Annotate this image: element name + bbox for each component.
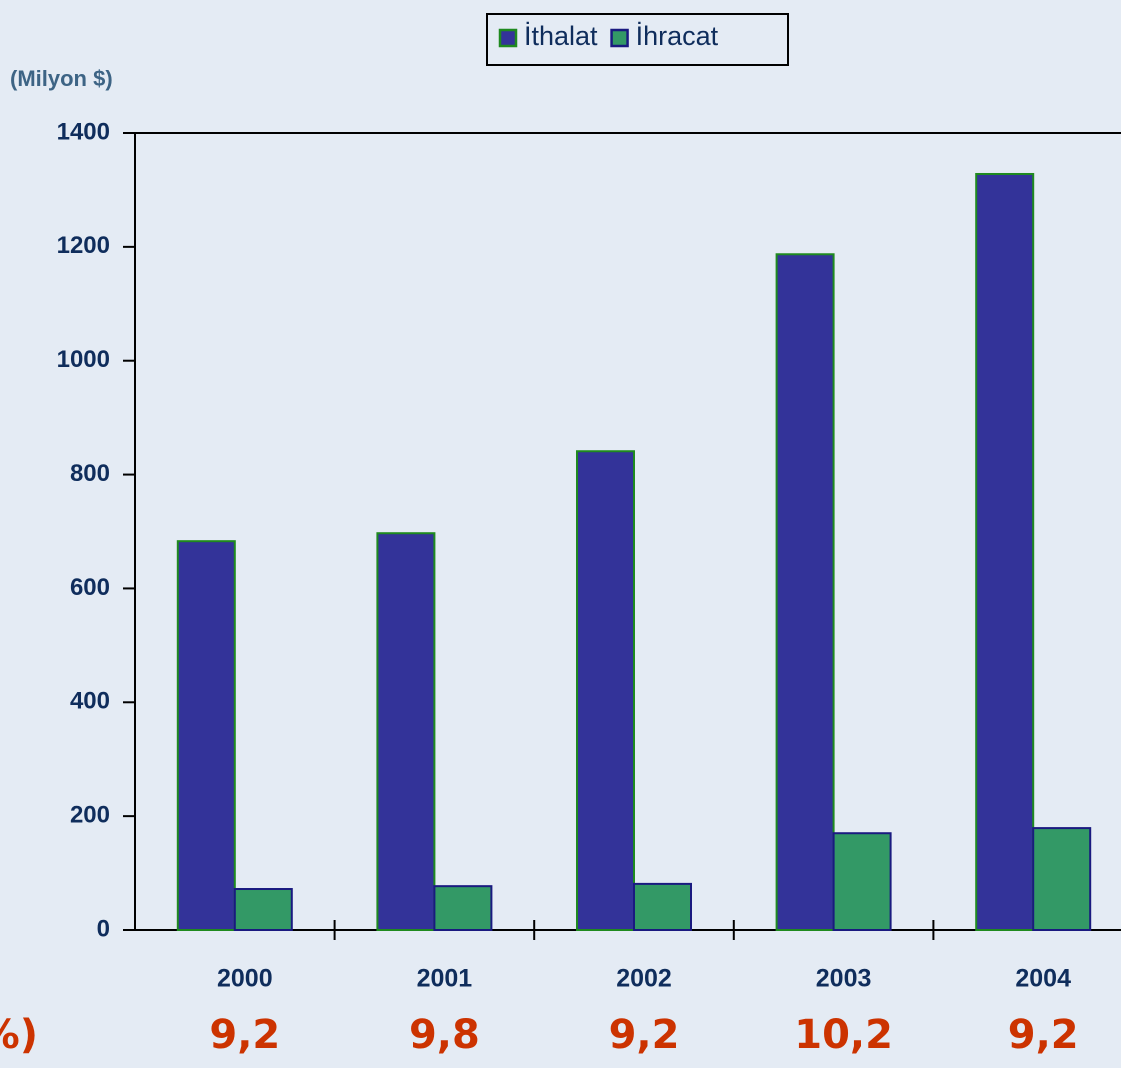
- annotation-label: (%): [0, 1012, 38, 1058]
- y-tick-label: 1200: [57, 232, 110, 259]
- annotation: 9,2: [609, 1012, 680, 1058]
- y-tick-label: 200: [70, 801, 110, 828]
- annotation: 9,2: [209, 1012, 280, 1058]
- y-tick-label: 800: [70, 460, 110, 487]
- bar: [775, 253, 835, 931]
- y-axis-label: (Milyon $): [10, 66, 113, 91]
- bar: [832, 832, 892, 932]
- legend-label: İhracat: [636, 20, 719, 51]
- bar: [576, 450, 635, 931]
- x-tick-label: 2001: [417, 965, 473, 993]
- legend-label: İthalat: [524, 20, 598, 51]
- annotation: 10,2: [794, 1012, 893, 1058]
- bar: [1032, 827, 1092, 931]
- y-tick-label: 600: [70, 574, 110, 601]
- legend-box: [486, 13, 789, 66]
- bar: [376, 532, 436, 932]
- legend-swatch: [610, 28, 629, 48]
- y-tick-label: 1000: [57, 346, 110, 373]
- x-tick-label: 2002: [616, 965, 672, 993]
- annotation: 9,8: [409, 1012, 480, 1058]
- x-tick-label: 2000: [217, 965, 273, 993]
- bar: [975, 172, 1035, 931]
- y-tick-label: 0: [97, 915, 110, 942]
- x-tick-label: 2003: [816, 965, 872, 993]
- y-tick-label: 1400: [57, 118, 110, 145]
- bar: [633, 882, 692, 932]
- legend-swatch: [498, 28, 518, 48]
- bar: [433, 885, 493, 931]
- bar: [176, 540, 236, 931]
- bar: [233, 888, 293, 931]
- y-tick-label: 400: [70, 688, 110, 715]
- annotation: 9,2: [1008, 1012, 1079, 1058]
- x-tick-label: 2004: [1015, 965, 1071, 993]
